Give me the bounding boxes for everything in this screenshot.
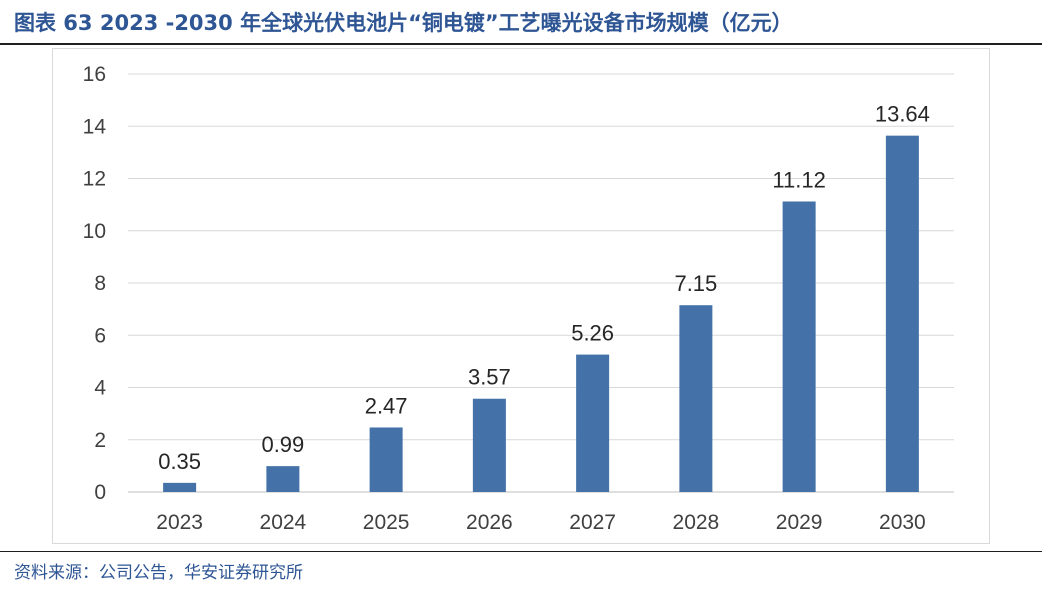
bar [576, 354, 610, 492]
data-label: 2.47 [365, 393, 408, 418]
bar [472, 398, 506, 492]
x-tick-label: 2029 [776, 511, 823, 534]
data-label: 0.99 [261, 432, 304, 457]
data-label: 13.64 [875, 102, 930, 127]
bar [885, 135, 919, 492]
gridlines [128, 73, 954, 493]
x-axis-ticks: 2023 2024 2025 2026 2027 2028 2029 2030 [156, 511, 925, 534]
bar [163, 482, 197, 492]
x-tick-label: 2028 [673, 511, 720, 534]
chart-frame [52, 48, 990, 544]
bar [782, 201, 816, 493]
x-tick-label: 2027 [569, 511, 616, 534]
y-tick-label: 0 [94, 481, 106, 504]
chart-title: 图表 63 2023 -2030 年全球光伏电池片“铜电镀”工艺曝光设备市场规模… [14, 11, 793, 35]
data-label: 5.26 [571, 321, 614, 346]
x-tick-label: 2024 [260, 511, 307, 534]
bar [679, 305, 713, 492]
x-tick-label: 2025 [363, 511, 410, 534]
x-tick-label: 2030 [879, 511, 926, 534]
data-label: 11.12 [772, 167, 825, 192]
y-tick-label: 12 [83, 168, 106, 191]
title-divider [0, 43, 1042, 45]
bars [163, 135, 919, 493]
y-axis-ticks: 0 2 4 6 8 10 12 14 16 [83, 63, 107, 504]
y-tick-label: 6 [94, 324, 106, 347]
bar [266, 466, 300, 492]
y-tick-label: 14 [83, 115, 107, 138]
data-label: 7.15 [674, 271, 717, 296]
y-tick-label: 16 [83, 63, 106, 86]
data-label: 0.35 [158, 449, 201, 474]
y-tick-label: 4 [94, 377, 106, 400]
y-tick-label: 2 [94, 429, 106, 452]
x-tick-label: 2026 [466, 511, 513, 534]
data-label: 3.57 [468, 365, 511, 390]
source-note: 资料来源：公司公告，华安证券研究所 [14, 563, 303, 583]
y-tick-label: 8 [94, 272, 106, 295]
footer-divider [0, 551, 1042, 552]
x-tick-label: 2023 [156, 511, 203, 534]
y-tick-label: 10 [83, 220, 106, 243]
bar [369, 427, 403, 492]
data-labels: 0.35 0.99 2.47 3.57 5.26 7.15 11.12 13.64 [158, 102, 930, 474]
